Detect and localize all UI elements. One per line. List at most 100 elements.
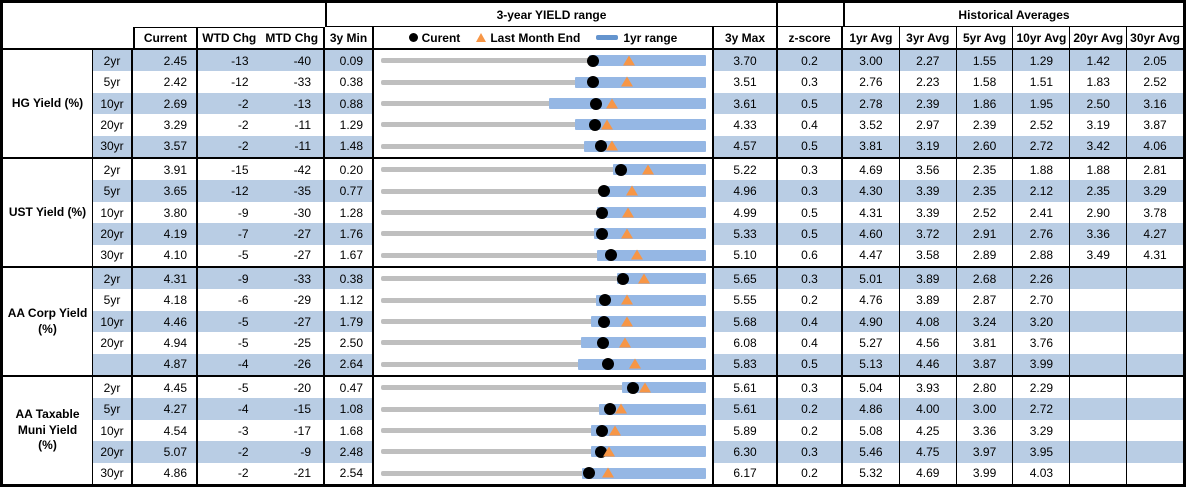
cell-mtd-chg: -11 — [294, 139, 311, 154]
cell-avg-3yr: 4.75 — [899, 441, 957, 463]
cell-avg-10yr: 3.95 — [1013, 441, 1071, 463]
cell-avg-30yr: 4.31 — [1143, 248, 1167, 263]
cell-avg-3yr: 3.39 — [899, 180, 957, 202]
cell-avg-1yr: 3.81 — [843, 135, 900, 158]
table-row: 10yr 3.80 -9 -30 1.28 4.99 0.5 4.31 3.39 2.52 2.41… — [93, 201, 1183, 224]
group-label-line: AA Taxable — [15, 407, 80, 422]
one-year-range-bar — [595, 294, 706, 306]
range-chart — [374, 289, 714, 311]
last-month-end-triangle — [620, 228, 633, 239]
header-row-columns: Current WTD Chg MTD Chg 3y Min Curent La… — [3, 27, 1183, 48]
cell-3y-max: 6.08 — [714, 332, 778, 354]
cell-avg-30yr — [1127, 353, 1183, 376]
column-header-3y-min: 3y Min — [325, 27, 374, 48]
cell-mtd-chg: -27 — [293, 314, 311, 329]
cell-wtd-mtd: -5 -27 — [198, 310, 325, 333]
last-month-end-triangle-icon — [476, 33, 487, 42]
group-label-line: (%) — [38, 321, 57, 336]
three-year-range-track — [381, 167, 706, 173]
cell-z-score: 0.5 — [778, 201, 843, 224]
current-dot — [588, 118, 601, 131]
cell-wtd-chg: -4 — [237, 357, 249, 372]
range-chart-plot — [381, 268, 706, 289]
cell-current: 4.87 — [133, 353, 198, 376]
cell-wtd-chg: -3 — [237, 423, 249, 438]
column-header-5yr-avg: 5yr Avg — [957, 27, 1014, 48]
cell-current: 4.94 — [133, 332, 198, 354]
current-dot — [595, 206, 608, 219]
table-row: 20yr 4.94 -5 -25 2.50 6.08 0.4 5.27 4.56 3.81 3.76 — [93, 332, 1183, 354]
cell-avg-20yr — [1070, 268, 1128, 290]
cell-z-score: 0.5 — [778, 135, 843, 158]
header-row-top: 3-year YIELD range Historical Averages — [3, 3, 1183, 27]
cell-avg-5yr: 1.55 — [956, 50, 1014, 72]
last-month-end-triangle — [639, 382, 652, 393]
three-year-range-track — [381, 122, 706, 128]
cell-3y-max: 5.65 — [714, 268, 778, 290]
range-chart — [374, 92, 714, 115]
range-chart — [374, 244, 714, 267]
last-month-end-triangle — [600, 119, 613, 130]
cell-avg-20yr — [1070, 398, 1128, 420]
current-dot — [603, 403, 616, 416]
three-year-range-track — [381, 210, 706, 216]
cell-3y-min: 2.64 — [325, 353, 374, 376]
cell-current: 2.45 — [133, 50, 198, 72]
cell-3y-min: 0.20 — [325, 159, 374, 181]
cell-avg-20yr — [1070, 310, 1128, 333]
three-year-range-track — [381, 449, 706, 455]
cell-mtd-chg: -33 — [293, 271, 311, 286]
cell-avg-3yr: 4.08 — [899, 310, 957, 333]
cell-wtd-mtd: -4 -26 — [198, 353, 325, 376]
current-dot — [594, 140, 607, 153]
cell-wtd-chg: -5 — [237, 380, 249, 395]
cell-current: 3.29 — [133, 114, 198, 136]
cell-wtd-chg: -6 — [237, 293, 249, 308]
cell-avg-20yr — [1070, 353, 1128, 376]
current-dot — [596, 227, 609, 240]
table-row: 2yr 4.31 -9 -33 0.38 5.65 0.3 5.01 3.89 2.68 2.26 — [93, 268, 1183, 290]
cell-avg-20yr — [1070, 419, 1128, 442]
cell-avg-10yr: 2.70 — [1013, 289, 1071, 311]
cell-avg-1yr: 2.76 — [843, 71, 900, 93]
cell-3y-min: 2.50 — [325, 332, 374, 354]
last-month-end-triangle — [601, 467, 614, 478]
cell-avg-20yr: 1.88 — [1070, 159, 1128, 181]
last-month-end-triangle — [625, 185, 638, 196]
cell-current: 4.27 — [133, 398, 198, 420]
cell-avg-5yr: 3.00 — [956, 398, 1014, 420]
cell-mtd-chg: -21 — [293, 466, 311, 481]
cell-avg-5yr: 2.35 — [957, 159, 1014, 181]
range-chart-plot — [381, 159, 706, 180]
cell-3y-min: 1.48 — [325, 135, 374, 158]
range-chart-plot — [381, 180, 706, 201]
table-header: 3-year YIELD range Historical Averages C… — [3, 3, 1183, 50]
cell-current: 4.45 — [133, 377, 198, 399]
cell-avg-20yr — [1070, 462, 1128, 484]
group-label: AA Corp Yield (%) — [3, 268, 93, 375]
cell-wtd-mtd: -12 -33 — [198, 71, 325, 93]
cell-avg-5yr: 3.36 — [957, 419, 1014, 442]
cell-3y-max: 5.89 — [714, 419, 778, 442]
column-header-wtd-chg: WTD Chg — [202, 31, 257, 45]
one-year-range-bar — [583, 140, 706, 152]
last-month-end-triangle — [622, 207, 635, 218]
cell-avg-10yr: 3.20 — [1013, 310, 1071, 333]
yield-group: AA Corp Yield (%) 2yr 4.31 -9 -33 0.38 5.65 0.3 5… — [3, 266, 1183, 376]
cell-avg-1yr: 4.86 — [843, 398, 900, 420]
cell-z-score: 0.3 — [778, 377, 843, 399]
cell-avg-5yr: 3.87 — [956, 353, 1014, 376]
cell-avg-30yr: 4.06 — [1127, 135, 1183, 158]
yield-group: AA Taxable Muni Yield (%) 2yr 4.45 -5 -20 0.47 5… — [3, 375, 1183, 484]
cell-avg-20yr: 2.90 — [1070, 201, 1128, 224]
last-month-end-triangle — [637, 273, 650, 284]
cell-avg-3yr: 3.58 — [900, 244, 957, 267]
cell-avg-3yr: 4.00 — [899, 398, 957, 420]
cell-current: 2.69 — [133, 92, 198, 115]
cell-avg-30yr — [1127, 268, 1183, 290]
current-dot — [602, 358, 615, 371]
cell-z-score: 0.2 — [778, 462, 843, 484]
three-year-range-track — [381, 79, 706, 85]
column-header-mtd-chg: MTD Chg — [265, 31, 319, 45]
cell-current: 4.18 — [133, 289, 198, 311]
